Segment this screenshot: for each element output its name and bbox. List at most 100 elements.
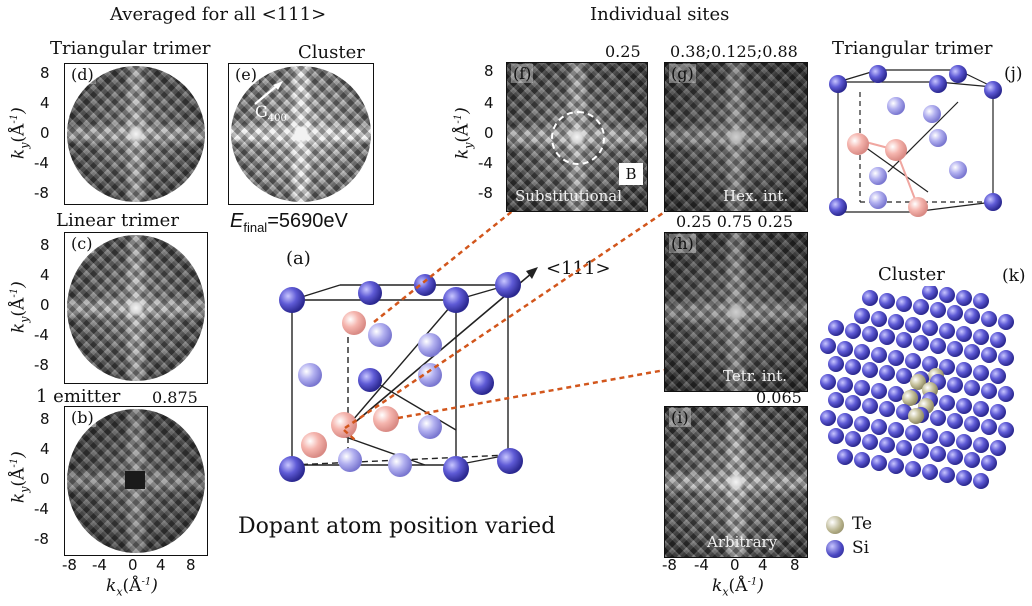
panel-c-title: Linear trimer <box>56 210 179 231</box>
si-atom <box>990 440 1006 456</box>
y-tick: 8 <box>484 62 494 80</box>
si-atom <box>981 383 997 399</box>
si-atom <box>871 383 887 399</box>
y-tick: -4 <box>34 500 49 518</box>
si-atom <box>862 290 878 306</box>
si-atom <box>828 392 844 408</box>
si-atom <box>854 416 870 432</box>
panel-g-label: Hex. int. <box>723 187 789 205</box>
pattern-d <box>67 66 205 202</box>
si-atom <box>845 359 861 375</box>
si-atom <box>998 422 1014 438</box>
x-tick: -8 <box>62 556 77 574</box>
x-tick: -8 <box>662 556 677 574</box>
panel-d-title: Triangular trimer <box>50 38 211 59</box>
x-tick: 8 <box>790 556 800 574</box>
y-tick: 0 <box>40 296 50 314</box>
si-atom <box>896 332 912 348</box>
panel-h-value: 0.25 0.75 0.25 <box>676 212 794 231</box>
panel-f-value: 0.25 <box>605 42 641 61</box>
panel-g-letter: (g) <box>669 64 696 83</box>
center-dark-spot <box>125 471 145 489</box>
panel-b: (b) <box>64 406 208 556</box>
kx-label: kx(Å-1) <box>712 576 764 599</box>
panel-i-value: 0.065 <box>756 388 802 407</box>
si-atom <box>871 311 887 327</box>
si-atom <box>956 398 972 414</box>
si-atom <box>939 323 955 339</box>
si-atom <box>845 323 861 339</box>
si-atom <box>837 413 853 429</box>
y-tick: 4 <box>40 94 50 112</box>
x-tick: 0 <box>128 556 138 574</box>
panel-b-letter: (b) <box>69 408 96 427</box>
si-atom <box>879 329 895 345</box>
si-atom <box>896 296 912 312</box>
cluster-structure-k <box>820 286 1014 489</box>
si-atom <box>922 286 938 300</box>
si-atom <box>828 356 844 372</box>
efinal-label: Efinal=5690eV <box>230 210 348 235</box>
si-atom <box>854 452 870 468</box>
si-atom <box>922 464 938 480</box>
si-atom <box>981 347 997 363</box>
si-atom <box>871 347 887 363</box>
si-atom <box>973 329 989 345</box>
si-atom <box>854 380 870 396</box>
si-atom <box>896 368 912 384</box>
si-atom <box>922 428 938 444</box>
si-atom <box>913 299 929 315</box>
si-atom <box>888 314 904 330</box>
si-atom <box>939 431 955 447</box>
si-atom <box>981 311 997 327</box>
si-atom <box>845 431 861 447</box>
si-atom <box>981 455 997 471</box>
x-tick: 8 <box>186 556 196 574</box>
si-atom <box>998 386 1014 402</box>
panel-k-letter: (k) <box>1002 266 1026 286</box>
panel-g-value: 0.38;0.125;0.88 <box>670 42 798 61</box>
si-swatch-icon <box>826 540 844 558</box>
kx-label: kx(Å-1) <box>106 576 158 599</box>
si-atom <box>964 344 980 360</box>
si-atom <box>981 419 997 435</box>
si-atom <box>990 368 1006 384</box>
panel-i-label: Arbitrary <box>707 533 778 551</box>
si-atom <box>930 446 946 462</box>
panel-k-title: Cluster <box>878 264 945 285</box>
panel-i-letter: (i) <box>669 408 691 427</box>
y-tick: 4 <box>40 266 50 284</box>
si-atom <box>888 458 904 474</box>
y-tick: -8 <box>34 356 49 374</box>
si-atom <box>964 308 980 324</box>
si-atom <box>862 326 878 342</box>
si-atom <box>973 401 989 417</box>
si-atom <box>973 293 989 309</box>
y-tick: 0 <box>40 124 50 142</box>
y-tick: 8 <box>40 410 50 428</box>
panel-d-letter: (d) <box>69 65 96 84</box>
panel-a-letter: (a) <box>286 248 311 269</box>
si-atom <box>879 401 895 417</box>
si-atom <box>956 290 972 306</box>
y-tick: 0 <box>484 124 494 142</box>
si-atom <box>854 344 870 360</box>
si-atom <box>820 338 836 354</box>
g-arrow-icon <box>254 81 283 105</box>
si-atom <box>973 473 989 489</box>
y-tick: 8 <box>40 236 50 254</box>
si-atom <box>871 455 887 471</box>
si-atom <box>956 470 972 486</box>
panel-h: (h) Tetr. int. <box>664 232 808 392</box>
si-atom <box>905 353 921 369</box>
te-atom <box>910 374 926 390</box>
si-atom <box>879 437 895 453</box>
si-atom <box>913 335 929 351</box>
x-tick: -4 <box>694 556 709 574</box>
y-tick: -8 <box>478 184 493 202</box>
si-atom <box>837 377 853 393</box>
g-vector-label: G400 <box>255 102 287 125</box>
si-atom <box>947 341 963 357</box>
si-atom <box>854 308 870 324</box>
panel-i: (i) Arbitrary <box>664 406 808 558</box>
